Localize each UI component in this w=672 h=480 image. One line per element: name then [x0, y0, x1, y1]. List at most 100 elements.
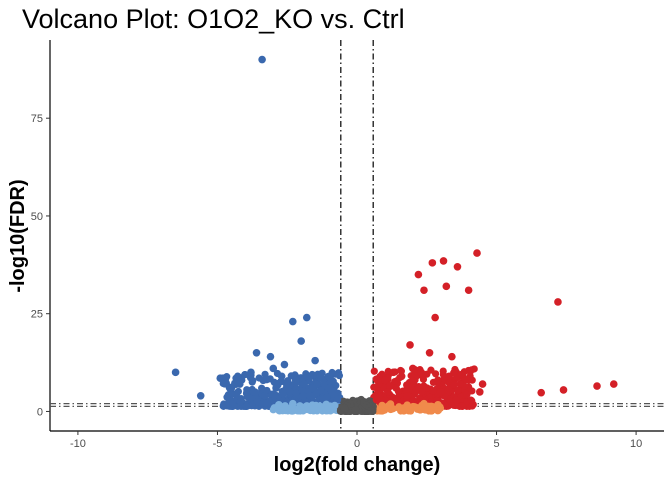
up-point — [425, 349, 434, 357]
up-regulated-point — [451, 401, 459, 410]
up-point — [397, 372, 406, 381]
down-point — [300, 380, 308, 388]
down-regulated-point — [312, 389, 320, 398]
up-light-point — [397, 407, 405, 415]
up-point — [420, 286, 428, 295]
up-regulated-point — [429, 387, 437, 395]
down-regulated-point — [261, 370, 269, 378]
down-regulated-point — [306, 373, 314, 381]
down-point — [328, 388, 336, 396]
up-regulated-point — [468, 402, 476, 410]
x-tick-label: 0 — [354, 438, 360, 450]
threshold-lines — [50, 40, 664, 431]
up-point — [431, 313, 439, 322]
y-axis-ticks: 0 25 50 75 — [31, 113, 50, 418]
down-light-point — [269, 406, 277, 414]
up-regulated-point — [454, 386, 462, 394]
down-light-point — [299, 406, 307, 415]
x-tick-label: -5 — [213, 438, 223, 450]
down-regulated-point — [234, 374, 242, 382]
up-point — [609, 380, 618, 388]
y-tick-label: 75 — [31, 113, 43, 125]
up_light-point — [403, 401, 412, 409]
down-point — [291, 376, 300, 384]
up-point — [417, 368, 425, 377]
down_light-point — [308, 401, 317, 409]
up-regulated-point — [396, 366, 405, 375]
up-point — [389, 368, 398, 377]
up-point — [406, 341, 414, 349]
up-light-point — [421, 406, 429, 414]
down-regulated-point — [279, 390, 288, 398]
x-tick-label: 10 — [630, 438, 642, 450]
down-regulated-point — [236, 398, 245, 406]
down_light-point — [330, 401, 339, 410]
down-point — [280, 360, 289, 369]
down-point — [258, 55, 266, 64]
down-point — [227, 384, 236, 392]
down-regulated-point — [292, 389, 300, 397]
down-point — [297, 337, 305, 345]
up-point — [381, 376, 389, 384]
down-regulated-point — [243, 402, 251, 410]
up_light-point — [378, 401, 386, 410]
up-light-point — [413, 404, 422, 412]
down-point — [316, 372, 325, 381]
ns-point — [340, 404, 349, 412]
down-point — [196, 392, 205, 400]
up-point — [476, 388, 484, 396]
down-point — [308, 384, 317, 392]
up-point — [372, 395, 381, 404]
up-point — [392, 384, 400, 392]
down_light-point — [275, 401, 283, 409]
down-regulated-point — [328, 368, 336, 377]
x-axis-ticks: -10 -5 0 5 10 — [70, 431, 642, 450]
y-tick-label: 25 — [31, 309, 43, 321]
up-point — [428, 259, 437, 267]
down-point — [286, 388, 294, 396]
down-point — [266, 352, 275, 361]
up-regulated-point — [378, 370, 386, 378]
up-regulated-point — [423, 370, 431, 378]
up-regulated-point — [467, 396, 475, 404]
down-regulated-point — [266, 375, 274, 383]
down-point — [249, 388, 258, 396]
up-regulated-point — [463, 390, 471, 399]
up-point — [403, 392, 412, 400]
up-point — [593, 382, 601, 390]
up_light-point — [420, 399, 428, 408]
up-regulated-point — [409, 377, 417, 385]
down-point — [252, 349, 261, 357]
up-point — [434, 376, 442, 384]
down-regulated-point — [255, 374, 263, 382]
down_light-point — [322, 400, 331, 409]
up-regulated-point — [452, 396, 460, 404]
down-regulated-point — [223, 373, 231, 381]
up-regulated-point — [458, 402, 467, 410]
up-point — [383, 388, 392, 396]
up-point — [422, 384, 431, 392]
up-point — [436, 388, 445, 396]
up-point — [559, 386, 568, 394]
down-point — [311, 356, 319, 365]
up-point — [453, 262, 462, 271]
up-regulated-point — [403, 381, 411, 389]
down-regulated-point — [299, 392, 307, 400]
ns-point — [367, 406, 375, 415]
down-point — [171, 368, 180, 377]
down-light-point — [281, 403, 289, 411]
up_light-point — [386, 400, 395, 408]
chart-title: Volcano Plot: O1O2_KO vs. Ctrl — [22, 4, 405, 34]
data-points — [171, 55, 618, 416]
up-point — [473, 249, 481, 257]
up-regulated-point — [450, 381, 458, 389]
down-point — [216, 374, 225, 383]
down-point — [235, 380, 244, 388]
down-point — [272, 384, 280, 392]
x-tick-label: -10 — [70, 438, 86, 450]
up-point — [554, 298, 562, 306]
down-point — [269, 364, 278, 373]
up-regulated-point — [466, 368, 474, 376]
x-tick-label: 5 — [493, 438, 499, 450]
down-regulated-point — [283, 378, 291, 386]
